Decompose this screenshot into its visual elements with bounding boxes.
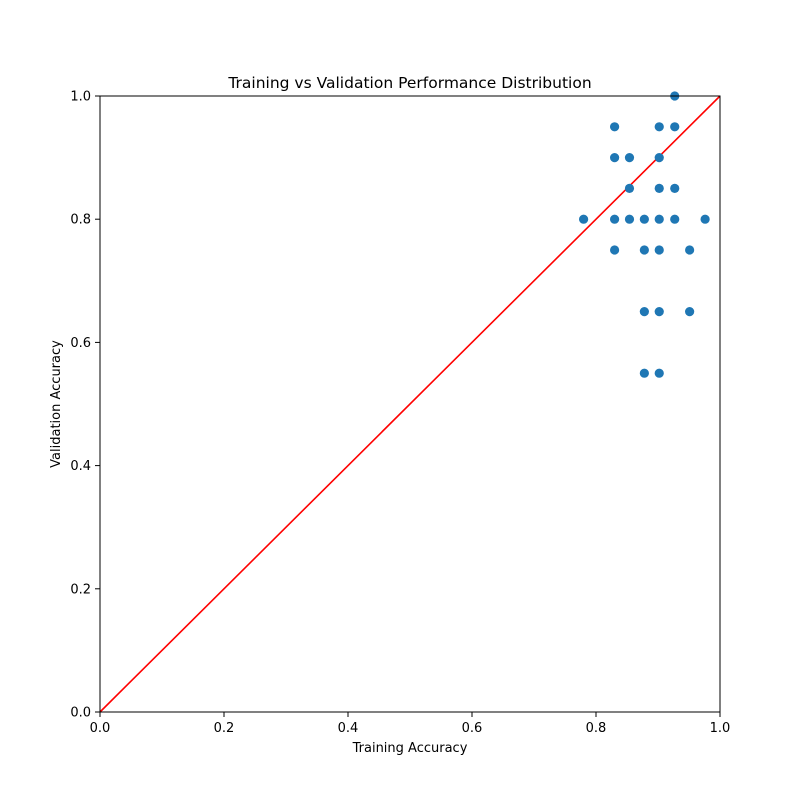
y-axis: 0.0 0.2 0.4 0.6 0.8 1.0 — [70, 90, 100, 721]
data-point — [654, 245, 664, 255]
data-point — [685, 245, 695, 255]
x-tick-label: 0.8 — [586, 721, 607, 736]
data-point — [670, 214, 680, 224]
data-point — [670, 122, 680, 132]
y-axis-label: Validation Accuracy — [49, 340, 64, 468]
plot-area — [99, 91, 721, 713]
x-tick-label: 0.6 — [462, 721, 483, 736]
data-point — [624, 183, 635, 193]
x-tick-label: 0.0 — [90, 721, 111, 736]
y-tick-label: 0.6 — [70, 336, 91, 351]
data-point — [610, 214, 620, 224]
data-point — [610, 245, 620, 255]
y-tick-label: 1.0 — [70, 90, 91, 105]
x-tick-label: 1.0 — [710, 721, 731, 736]
data-point — [700, 214, 710, 224]
data-point — [639, 245, 649, 255]
data-point — [639, 214, 649, 224]
y-tick-label: 0.0 — [70, 706, 91, 721]
data-point — [654, 183, 664, 193]
x-axis: 0.0 0.2 0.4 0.6 0.8 1.0 — [90, 712, 731, 736]
y-tick-label: 0.2 — [70, 582, 91, 597]
data-point — [654, 307, 664, 317]
data-point — [639, 368, 649, 378]
data-point — [654, 368, 664, 378]
data-point — [579, 214, 589, 224]
data-point — [639, 307, 649, 317]
chart-title: Training vs Validation Performance Distr… — [227, 74, 591, 92]
y-tick-label: 0.8 — [70, 213, 91, 228]
x-tick-label: 0.2 — [214, 721, 235, 736]
reference-line — [99, 95, 721, 713]
data-point — [654, 153, 664, 163]
x-axis-label: Training Accuracy — [352, 741, 468, 756]
x-tick-label: 0.4 — [338, 721, 359, 736]
data-point — [654, 122, 664, 132]
data-point — [670, 183, 680, 193]
data-point — [610, 153, 620, 163]
y-tick-label: 0.4 — [70, 459, 91, 474]
axes-frame — [99, 95, 721, 713]
data-point — [610, 122, 620, 132]
data-point — [685, 307, 695, 317]
data-point — [624, 153, 635, 163]
data-point — [654, 214, 664, 224]
data-point — [624, 214, 635, 224]
